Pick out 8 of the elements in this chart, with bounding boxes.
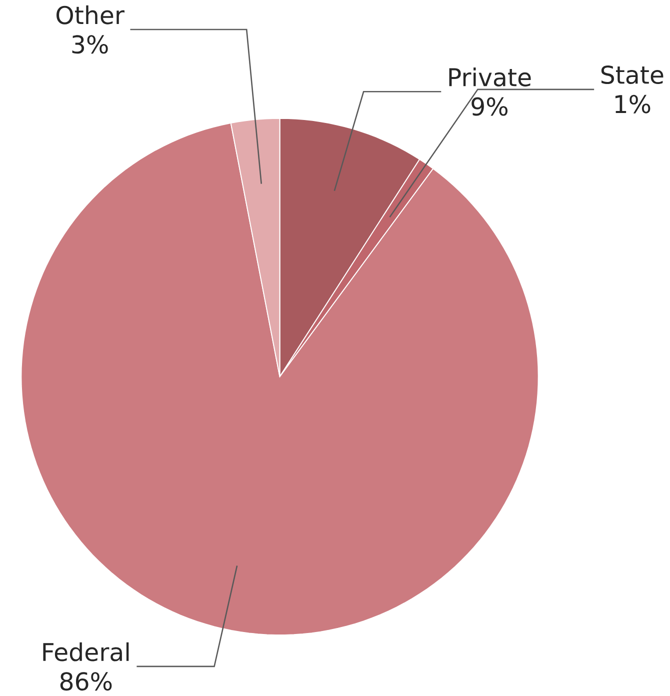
slice-label: State: [601, 66, 664, 84]
data-label: 9%: [472, 97, 508, 116]
data-label: 3%: [72, 35, 108, 54]
slice-label: Other: [56, 5, 125, 24]
data-label: 86%: [60, 672, 112, 691]
data-label: 1%: [616, 94, 650, 114]
slice-label: Federal: [43, 642, 129, 662]
slice-label: Private: [449, 68, 531, 86]
